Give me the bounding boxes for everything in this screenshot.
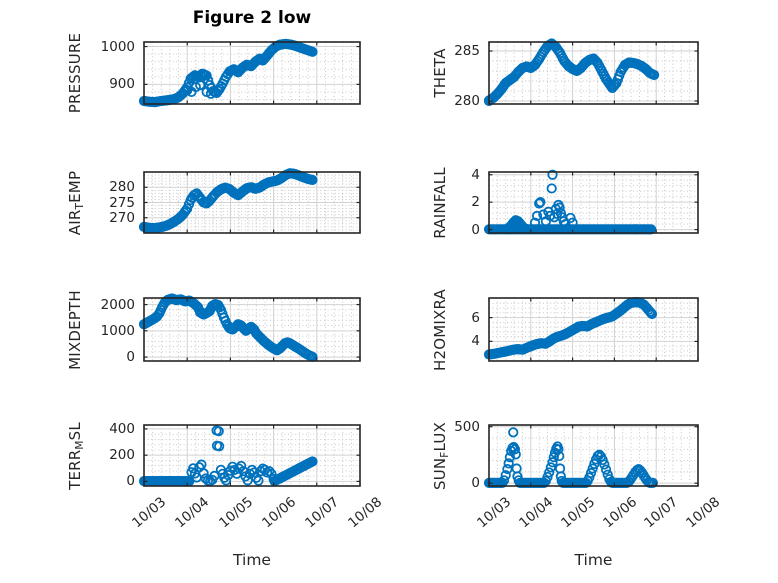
y-tick-label: 6 xyxy=(471,309,480,326)
y-tick-label: 280 xyxy=(454,93,480,109)
y-tick-label: 270 xyxy=(109,209,135,226)
y-tick-label: 2000 xyxy=(100,296,135,313)
subplot-theta xyxy=(483,38,699,107)
subplot-mixdepth xyxy=(138,293,361,362)
y-tick-label: 0 xyxy=(126,349,135,366)
x-tick-label: 10/04 xyxy=(172,494,213,532)
x-axis-label-right: Time xyxy=(574,551,613,569)
y-tick-label: 900 xyxy=(109,76,135,93)
y-tick-label: 4 xyxy=(471,166,480,183)
y-tick-label: 4 xyxy=(471,333,480,350)
x-tick-label: 10/08 xyxy=(345,494,386,532)
subplot-sun-flux xyxy=(483,424,699,488)
x-tick-label: 10/07 xyxy=(641,494,682,532)
figure-title: Figure 2 low xyxy=(192,8,312,28)
air-temp-markers xyxy=(138,168,318,234)
ylabel-subscript: F xyxy=(439,450,451,458)
subplot-air-temp xyxy=(138,168,361,234)
terr-msl-markers xyxy=(138,425,318,487)
pressure-markers xyxy=(138,38,318,108)
h2omixra-markers xyxy=(483,297,658,360)
x-axis-label-left: Time xyxy=(233,551,271,569)
y-tick-label: 1000 xyxy=(100,322,135,339)
x-tick-label: 10/05 xyxy=(215,494,256,532)
x-tick-label: 10/08 xyxy=(683,494,724,532)
x-tick-label: 10/04 xyxy=(516,494,557,532)
x-tick-label: 10/03 xyxy=(474,494,515,532)
x-tick-label: 10/06 xyxy=(258,494,299,532)
x-tick-label: 10/05 xyxy=(557,494,598,532)
y-tick-label: 0 xyxy=(471,221,480,238)
y-tick-label: 200 xyxy=(109,447,135,464)
y-tick-label: 2 xyxy=(471,194,480,211)
y-tick-label: 0 xyxy=(471,475,480,492)
y-tick-label: 0 xyxy=(126,473,135,490)
x-tick-label: 10/03 xyxy=(129,494,170,532)
mixdepth-markers xyxy=(138,293,318,362)
y-tick-label: 280 xyxy=(109,179,135,196)
subplot-terr-msl xyxy=(138,424,361,487)
subplot-pressure xyxy=(138,38,361,108)
x-tick-label: 10/07 xyxy=(302,494,343,532)
subplot-rainfall xyxy=(483,169,699,235)
y-tick-label: 1000 xyxy=(100,38,135,55)
y-tick-label: 500 xyxy=(454,418,480,435)
ylabel-h2omixra: H2OMIXRA xyxy=(431,289,449,371)
y-tick-label: 275 xyxy=(109,194,135,211)
y-tick-label: 285 xyxy=(454,43,480,59)
y-tick-label: 400 xyxy=(109,420,135,437)
subplot-h2omixra xyxy=(483,297,699,362)
theta-markers xyxy=(483,38,660,107)
x-tick-label: 10/06 xyxy=(599,494,640,532)
ylabel-text: H2OMIXRA xyxy=(431,288,449,371)
